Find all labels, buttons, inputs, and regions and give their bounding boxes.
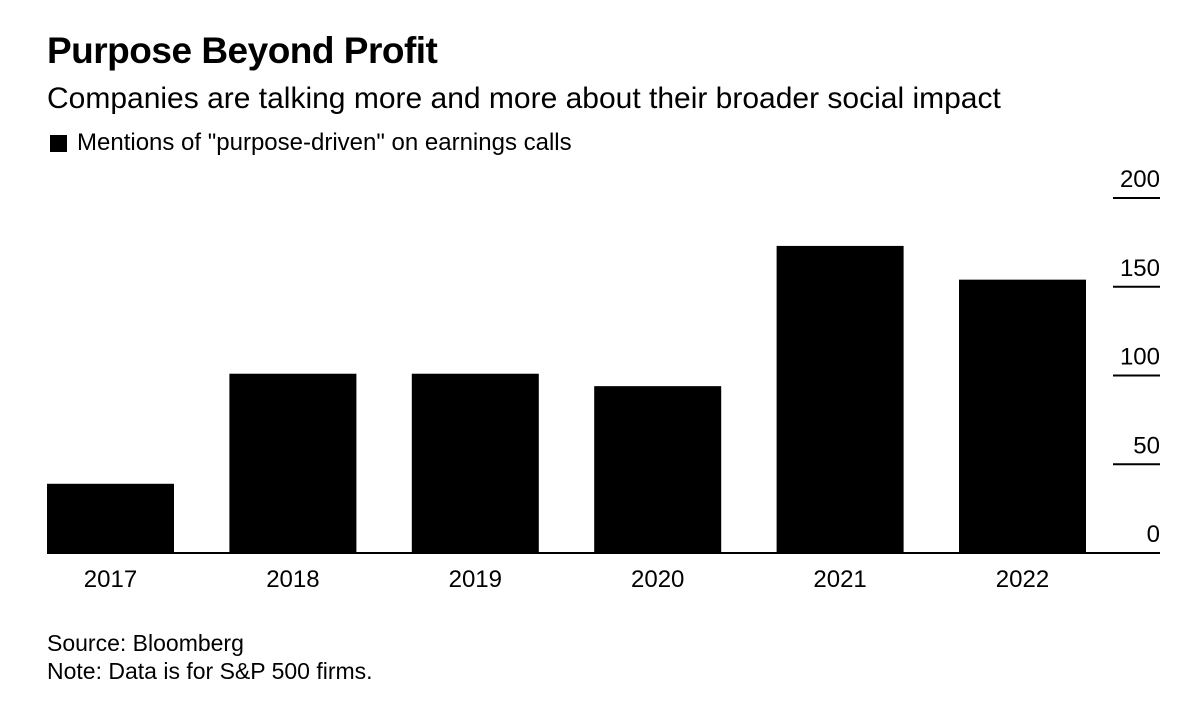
bar: [229, 373, 357, 553]
legend-swatch: [50, 134, 67, 152]
y-tick-label: 150: [1120, 255, 1160, 282]
chart-subtitle: Companies are talking more and more abou…: [47, 82, 1001, 115]
x-tick-label: 2019: [449, 566, 502, 593]
x-tick-label: 2018: [266, 566, 319, 593]
y-tick-label: 200: [1120, 166, 1160, 193]
x-tick-label: 2020: [631, 566, 684, 593]
source-note: Source: Bloomberg: [47, 630, 244, 656]
x-tick-label: 2021: [813, 566, 866, 593]
legend: Mentions of "purpose-driven" on earnings…: [50, 129, 572, 157]
bar: [47, 483, 174, 553]
bar: [411, 373, 539, 553]
y-tick-label: 50: [1133, 432, 1160, 459]
bar: [594, 386, 722, 553]
y-tick-label: 100: [1120, 344, 1160, 371]
x-tick-label: 2022: [996, 566, 1049, 593]
legend-label: Mentions of "purpose-driven" on earnings…: [77, 129, 572, 156]
footnote: Note: Data is for S&P 500 firms.: [47, 658, 373, 684]
bar: [959, 279, 1086, 553]
bar: [776, 245, 904, 554]
chart-title: Purpose Beyond Profit: [47, 30, 438, 71]
x-tick-label: 2017: [84, 566, 137, 593]
y-tick-label: 0: [1147, 521, 1160, 548]
